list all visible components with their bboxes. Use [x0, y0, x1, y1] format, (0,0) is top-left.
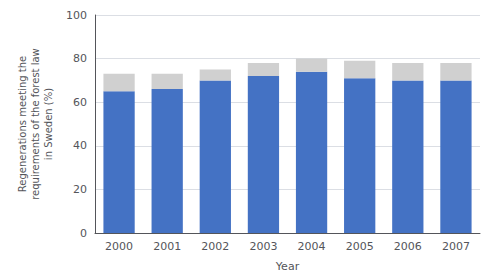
svg-text:2002: 2002: [201, 240, 229, 253]
svg-text:2004: 2004: [298, 240, 326, 253]
svg-text:2003: 2003: [249, 240, 277, 253]
svg-text:0: 0: [80, 227, 87, 240]
svg-text:60: 60: [73, 96, 87, 109]
svg-text:2000: 2000: [105, 240, 133, 253]
svg-text:40: 40: [73, 139, 87, 152]
svg-text:20: 20: [73, 183, 87, 196]
svg-text:requirements of the forest law: requirements of the forest law: [30, 48, 41, 200]
svg-text:2006: 2006: [394, 240, 422, 253]
svg-text:2005: 2005: [346, 240, 374, 253]
svg-text:in Sweden (%): in Sweden (%): [43, 88, 54, 160]
svg-text:100: 100: [66, 9, 87, 22]
svg-text:80: 80: [73, 52, 87, 65]
svg-text:Year: Year: [275, 260, 300, 273]
svg-text:2007: 2007: [442, 240, 470, 253]
svg-text:2001: 2001: [153, 240, 181, 253]
svg-text:Regenerations meeting the: Regenerations meeting the: [17, 56, 28, 192]
